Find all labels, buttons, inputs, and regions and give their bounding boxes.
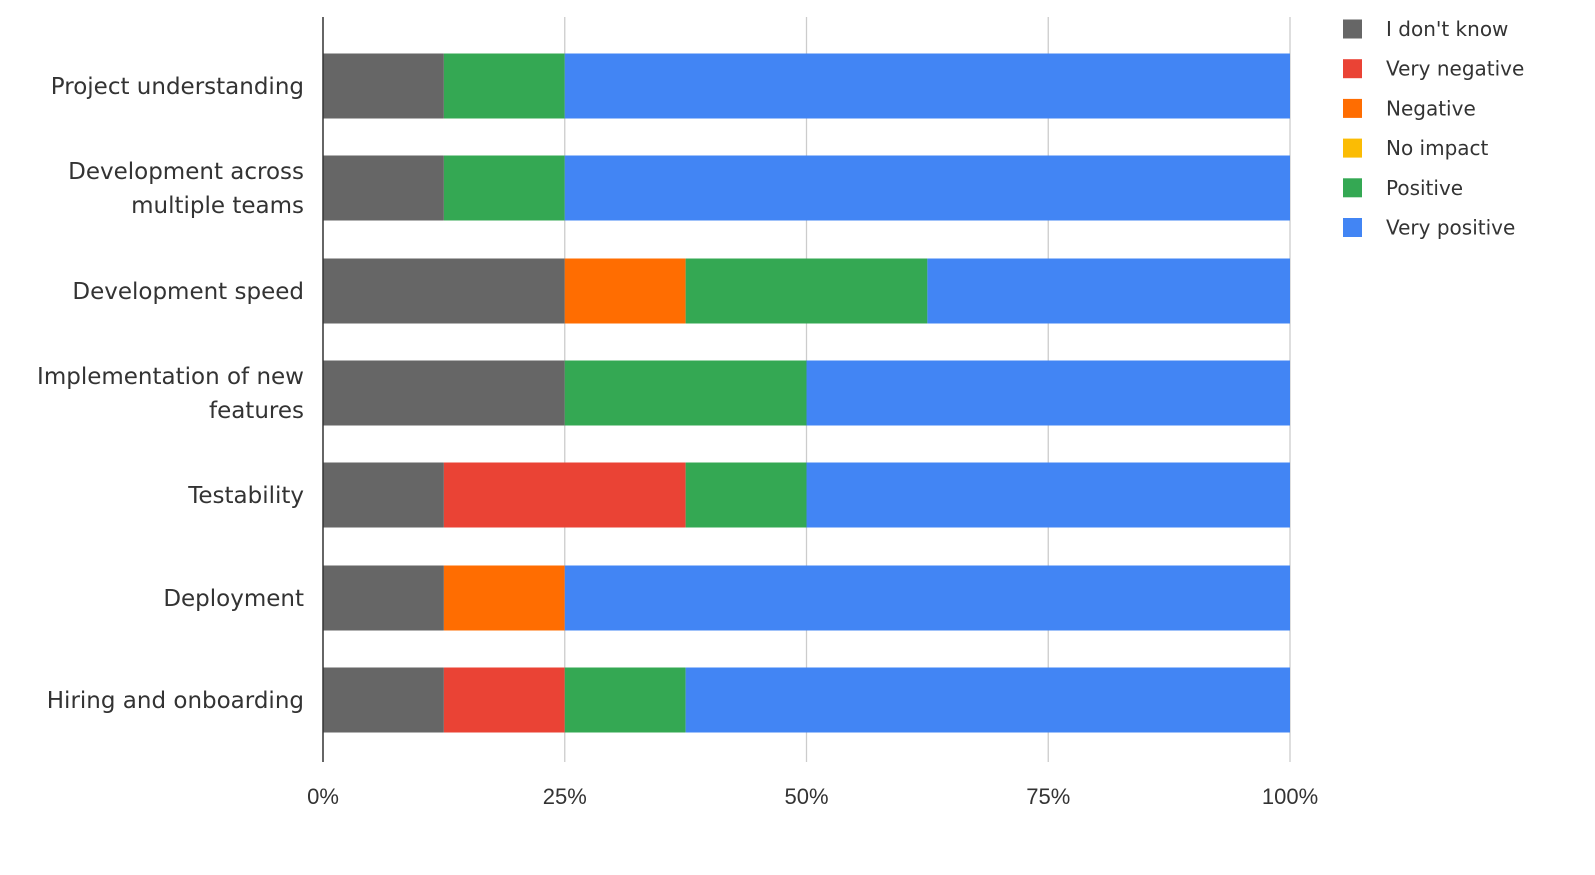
bar-segment (927, 258, 1290, 324)
legend-label: Positive (1386, 176, 1463, 200)
legend-label: Very negative (1386, 57, 1524, 81)
bar-segment (564, 155, 1290, 221)
legend-label: I don't know (1386, 17, 1508, 41)
bar-segment (323, 667, 444, 733)
bar-segment (806, 360, 1290, 426)
legend-swatch (1343, 218, 1362, 237)
legend-label: Negative (1386, 96, 1476, 120)
bar-segment (564, 667, 686, 733)
x-tick-label: 100% (1262, 784, 1318, 809)
bar-segment (443, 155, 565, 221)
bar-segment (323, 53, 444, 119)
category-label: Implementation of new features (37, 364, 304, 424)
bar-segment (564, 53, 1290, 119)
bar-segment (443, 565, 565, 631)
category-label: Development across multiple teams (68, 159, 304, 219)
category-label: Project understanding (51, 74, 304, 100)
category-label: Deployment (163, 586, 304, 612)
category-label: Hiring and onboarding (47, 688, 304, 714)
legend-swatch (1343, 19, 1362, 39)
legend-swatch (1343, 98, 1362, 118)
bar-segment (323, 258, 565, 324)
bar-segment (443, 667, 565, 733)
bar-segment (323, 462, 444, 528)
bar-segment (685, 258, 928, 324)
category-label: Testability (187, 483, 304, 509)
bar-segment (685, 462, 807, 528)
bar-segment (806, 462, 1290, 528)
x-tick-label: 75% (1026, 784, 1070, 809)
bar-segment (443, 53, 565, 119)
bar-segment (443, 462, 686, 528)
legend-label: Very positive (1386, 216, 1515, 240)
x-tick-label: 50% (784, 784, 828, 809)
bar-segment (685, 667, 1290, 733)
legend-swatch (1343, 178, 1362, 198)
x-tick-label: 0% (307, 784, 339, 809)
bar-segment (564, 565, 1290, 631)
bar-segment (323, 155, 444, 221)
category-label: Development speed (72, 279, 304, 305)
legend-swatch (1343, 59, 1362, 79)
bar-segment (323, 565, 444, 631)
legend-label: No impact (1386, 136, 1489, 160)
bar-segment (564, 258, 686, 324)
legend-swatch (1343, 138, 1362, 158)
x-tick-label: 25% (543, 784, 587, 809)
bar-segment (564, 360, 807, 426)
bar-segment (323, 360, 565, 426)
